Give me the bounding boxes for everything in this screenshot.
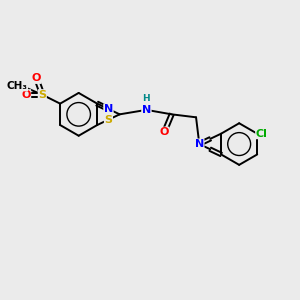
Text: N: N <box>104 104 113 114</box>
Text: O: O <box>32 74 41 83</box>
Text: N: N <box>195 139 204 149</box>
Text: N: N <box>142 105 151 115</box>
Text: S: S <box>104 115 112 125</box>
Text: O: O <box>160 127 169 137</box>
Text: Cl: Cl <box>256 129 268 139</box>
Text: O: O <box>21 90 31 100</box>
Text: S: S <box>38 90 46 100</box>
Text: CH₃: CH₃ <box>7 81 28 91</box>
Text: H: H <box>142 94 150 103</box>
